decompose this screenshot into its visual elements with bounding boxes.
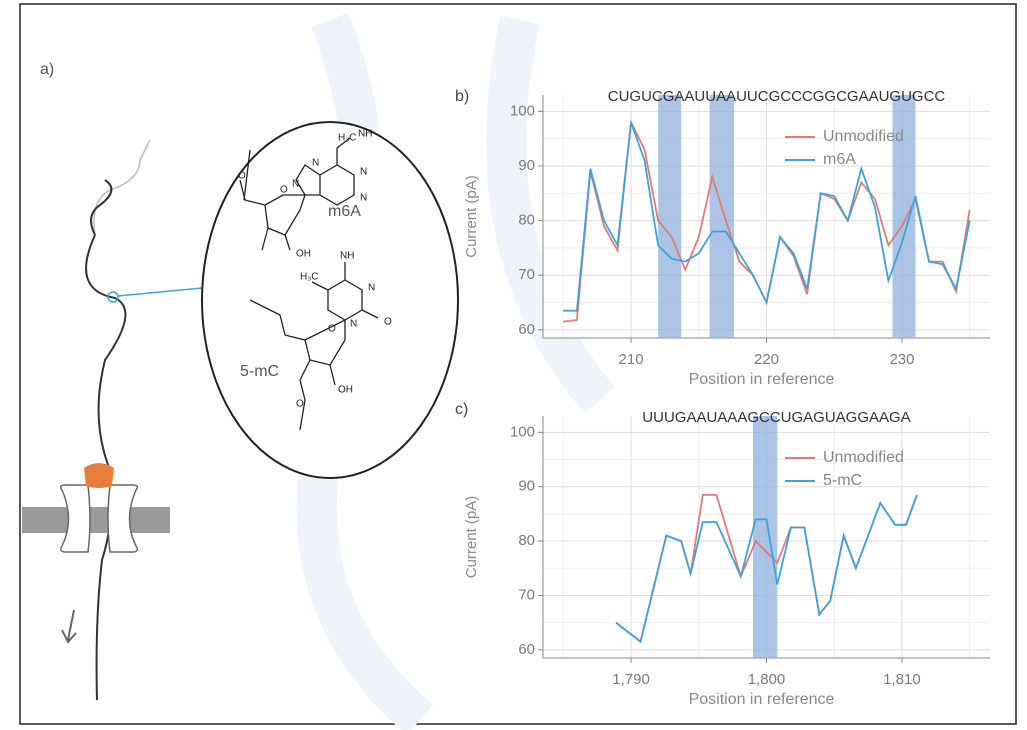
atom-label: O <box>238 171 246 182</box>
rna-tail <box>93 139 151 236</box>
y-tick-label: 90 <box>518 157 535 174</box>
atom-label: H₃C <box>300 272 319 283</box>
highlight <box>892 95 916 338</box>
atom-label: OH <box>338 385 353 396</box>
pore-right <box>107 484 139 553</box>
x-axis-label: Position in reference <box>689 371 835 388</box>
legend-label: Unmodified <box>823 449 904 466</box>
y-tick-label: 70 <box>518 586 535 603</box>
y-tick-label: 90 <box>518 478 535 495</box>
chart-title: UUUGAAUAAAGCCUGAGUAGGAAGA <box>642 409 910 426</box>
y-tick-label: 80 <box>518 532 535 549</box>
y-tick-label: 60 <box>518 641 535 658</box>
5mc-structure <box>249 262 379 431</box>
atom-label: N <box>368 283 375 294</box>
atom-label: N <box>360 167 367 178</box>
atom-label: N <box>312 158 319 169</box>
y-tick-label: 100 <box>510 423 535 440</box>
highlight <box>709 95 734 338</box>
x-tick-label: 1,790 <box>612 671 650 688</box>
rna-strand-top <box>90 179 113 236</box>
chart-title: CUGUCGAAUUAAUUCGCCCGGCGAAUGUGCC <box>608 88 946 105</box>
molecule-label: 5-mC <box>240 363 279 380</box>
atom-label: NH <box>358 129 372 140</box>
panel-label: a) <box>40 61 54 78</box>
atom-label: H₃C <box>338 133 357 144</box>
zoom-line <box>117 287 203 297</box>
zoom-point <box>107 291 119 303</box>
y-tick-label: 100 <box>510 102 535 119</box>
atom-label: N <box>360 193 367 204</box>
atom-label: N <box>292 179 299 190</box>
charts: 60 70 80 90 100 210 220 230 Unmodified m6A CUGUCGA… <box>455 88 990 708</box>
atom-label: N <box>350 319 357 330</box>
pore-left <box>59 484 91 553</box>
series-line <box>615 494 918 644</box>
highlight <box>658 95 682 338</box>
m6a-structure <box>239 137 355 251</box>
panel-label: b) <box>455 88 469 105</box>
x-tick-label: 230 <box>889 351 914 368</box>
molecule-label: m6A <box>328 203 361 220</box>
legend-label: 5-mC <box>823 472 862 489</box>
atom-label: O <box>384 317 392 328</box>
legend-label: m6A <box>823 151 856 168</box>
y-tick-label: 80 <box>518 212 535 229</box>
series-line <box>563 121 971 312</box>
legend-label: Unmodified <box>823 128 904 145</box>
y-axis-label: Current (pA) <box>463 175 480 258</box>
y-tick-label: 70 <box>518 266 535 283</box>
direction-arrow <box>61 609 77 644</box>
highlight <box>752 416 778 658</box>
atom-label: NH <box>340 251 354 262</box>
x-tick-label: 220 <box>754 351 779 368</box>
panel-label: c) <box>455 401 468 418</box>
y-axis-label: Current (pA) <box>463 496 480 579</box>
atom-label: OH <box>296 249 311 260</box>
membrane <box>22 507 170 533</box>
x-axis-label: Position in reference <box>689 691 835 708</box>
rna-strand <box>85 234 127 701</box>
x-tick-label: 1,800 <box>748 671 786 688</box>
x-tick-label: 210 <box>619 351 644 368</box>
motor-protein <box>84 463 114 488</box>
x-tick-label: 1,810 <box>883 671 921 688</box>
atom-label: O <box>280 185 288 196</box>
y-tick-label: 60 <box>518 321 535 338</box>
atom-label: O <box>328 324 336 335</box>
atom-label: O <box>296 399 304 410</box>
